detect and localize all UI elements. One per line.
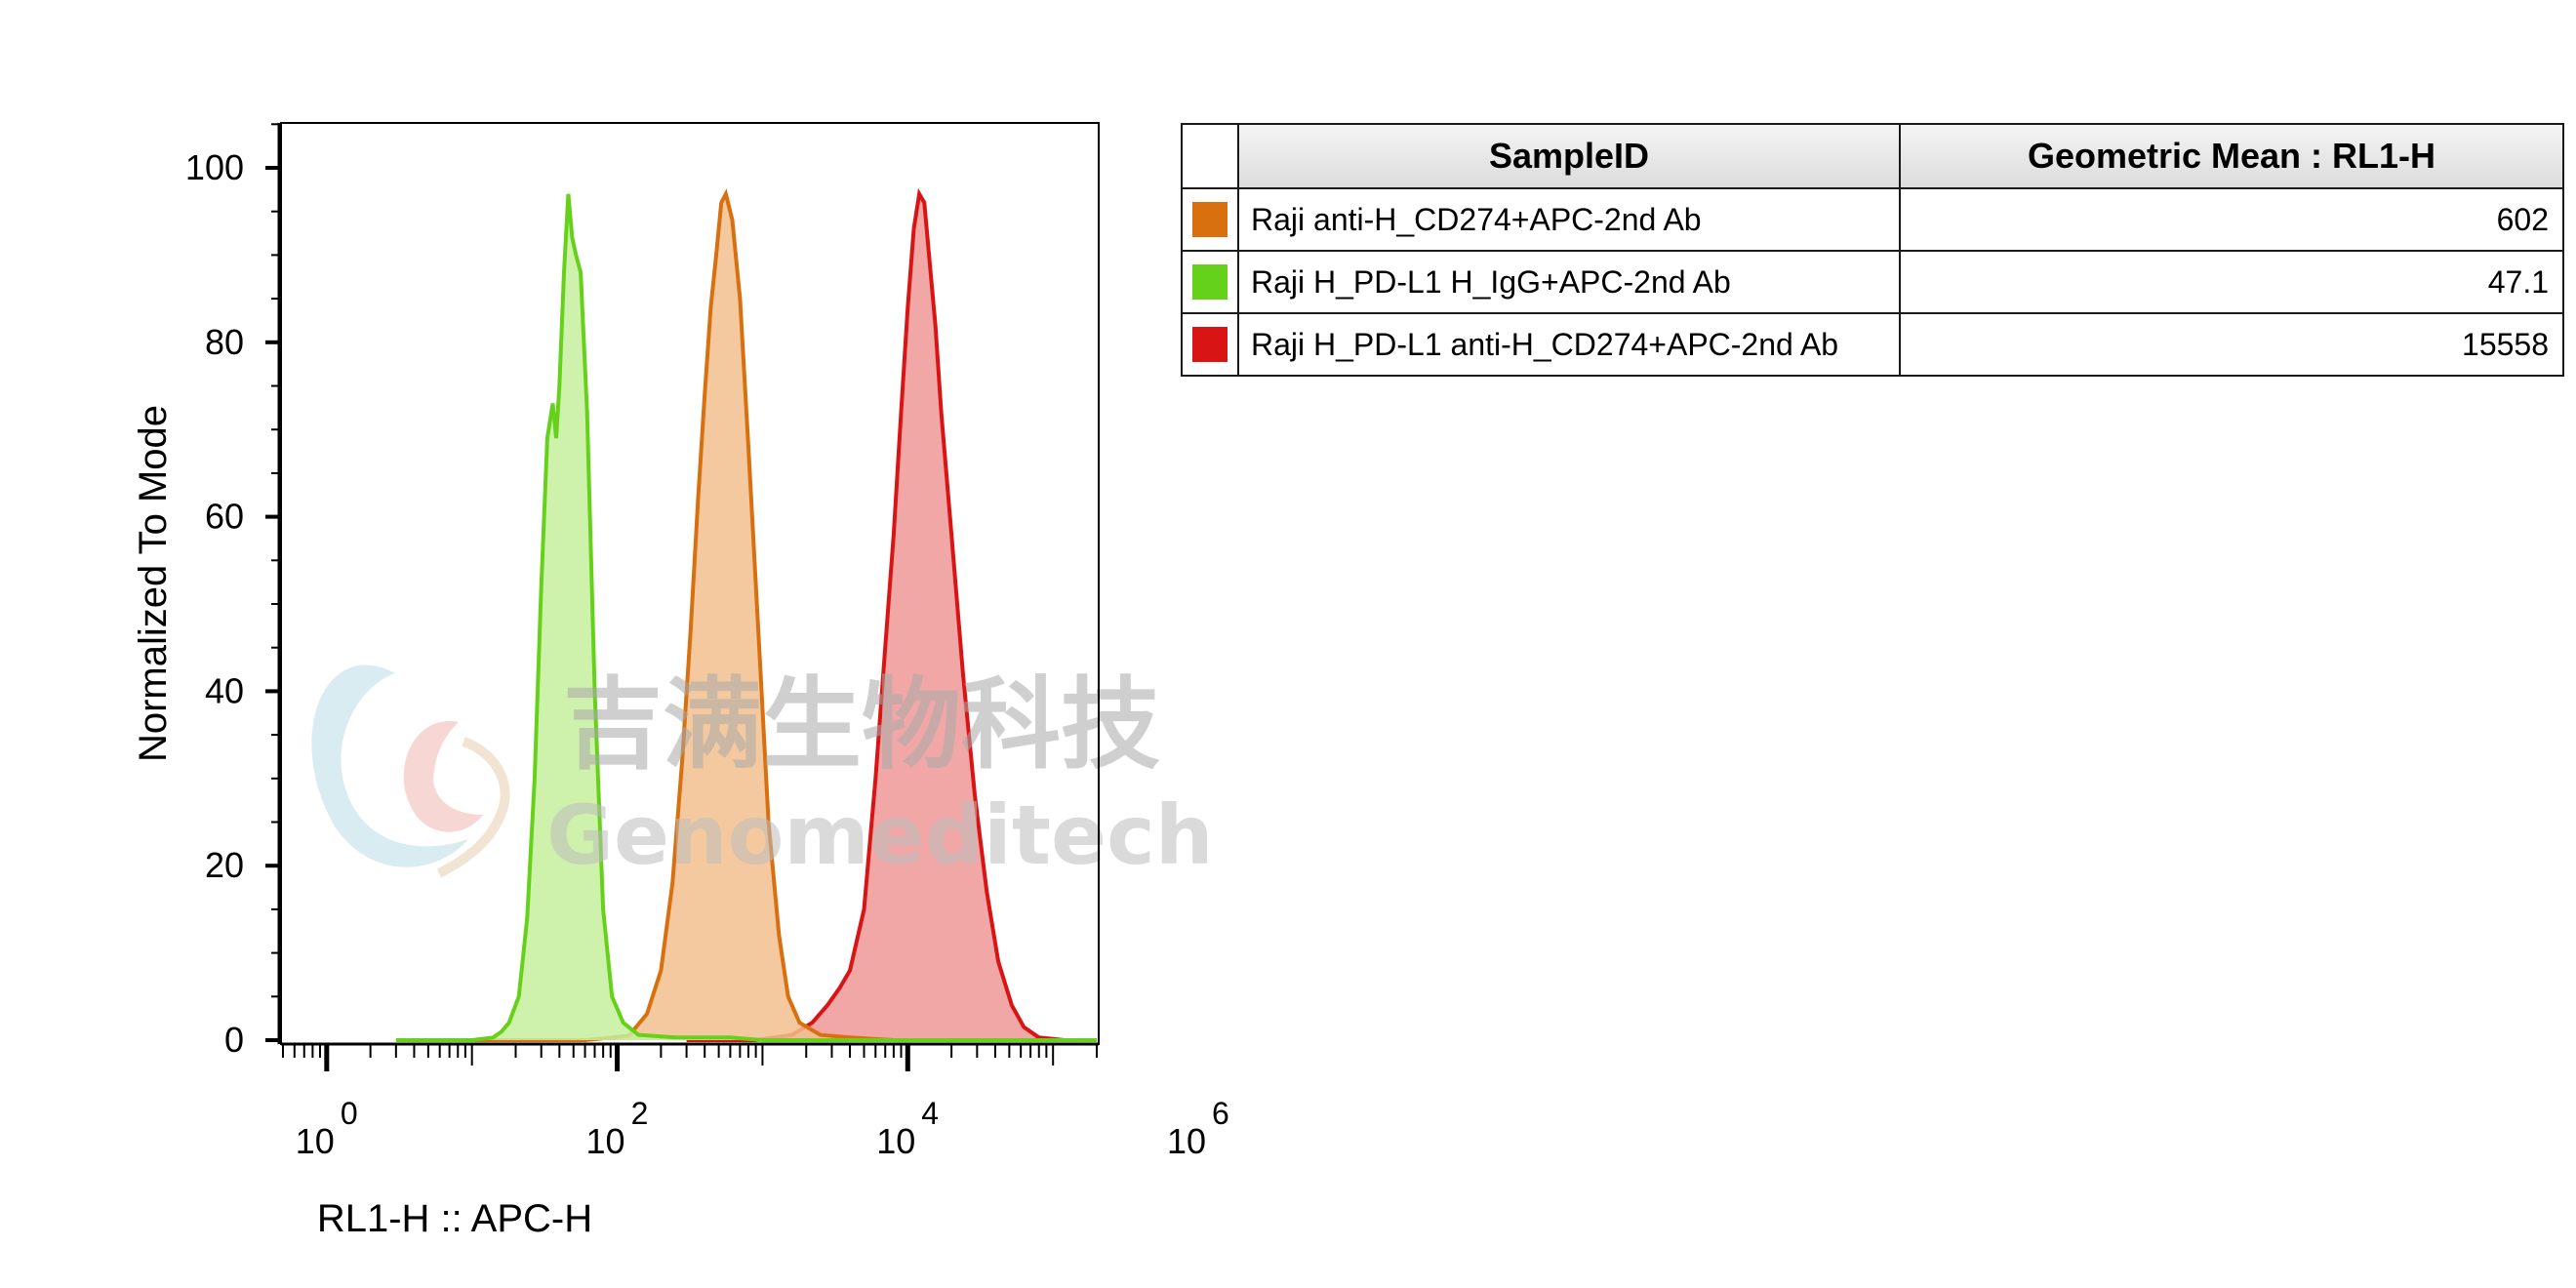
color-swatch <box>1192 327 1228 362</box>
swatch-cell <box>1181 312 1239 377</box>
watermark-cn: 吉满生物科技 <box>563 667 1160 784</box>
x-tick-label-exponent: 6 <box>1212 1096 1229 1131</box>
swatch-cell <box>1181 250 1239 314</box>
color-swatch <box>1192 264 1228 300</box>
y-axis: 0 20 40 60 80 100 <box>185 123 281 1060</box>
watermark: 吉满生物科技 Genomeditech <box>311 664 1214 883</box>
series-line <box>458 188 1097 1042</box>
geometric-mean-value: 15558 <box>1899 312 2564 377</box>
legend-row: Raji H_PD-L1 anti-H_CD274+APC-2nd Ab 155… <box>1181 312 2564 377</box>
x-tick-label-exponent: 2 <box>631 1096 649 1131</box>
sample-name: Raji H_PD-L1 anti-H_CD274+APC-2nd Ab <box>1237 312 1901 377</box>
y-axis-label: Normalized To Mode <box>132 405 175 762</box>
series-area <box>686 193 1097 1041</box>
y-tick-label: 80 <box>205 322 244 362</box>
geometric-mean-value: 47.1 <box>1899 250 2564 314</box>
series-line <box>395 193 1097 1042</box>
series-area <box>395 193 1097 1041</box>
y-tick-label: 40 <box>205 670 244 710</box>
x-tick-label-base: 10 <box>586 1121 625 1161</box>
x-tick-label-base: 10 <box>1167 1121 1206 1161</box>
y-tick-label: 20 <box>205 845 244 885</box>
series-layer <box>395 187 1097 1042</box>
legend-row: Raji anti-H_CD274+APC-2nd Ab 602 <box>1181 187 2564 252</box>
watermark-en: Genomeditech <box>546 787 1214 883</box>
series-line <box>686 187 1097 1042</box>
x-axis-label: RL1-H :: APC-H <box>317 1197 592 1240</box>
legend-header-row: SampleID Geometric Mean : RL1-H <box>1181 123 2564 189</box>
x-tick-label-exponent: 4 <box>921 1096 939 1131</box>
header-blank <box>1181 123 1239 189</box>
y-tick-label: 60 <box>205 497 244 537</box>
header-sampleid: SampleID <box>1237 123 1901 189</box>
swatch-cell <box>1181 187 1239 252</box>
watermark-logo <box>311 664 510 878</box>
legend-table: SampleID Geometric Mean : RL1-H Raji ant… <box>1181 123 2564 377</box>
legend-row: Raji H_PD-L1 H_IgG+APC-2nd Ab 47.1 <box>1181 250 2564 314</box>
x-tick-label-base: 10 <box>296 1121 335 1161</box>
sample-name: Raji anti-H_CD274+APC-2nd Ab <box>1237 187 1901 252</box>
color-swatch <box>1192 202 1228 237</box>
x-tick-label-exponent: 0 <box>341 1096 358 1131</box>
sample-name: Raji H_PD-L1 H_IgG+APC-2nd Ab <box>1237 250 1901 314</box>
geometric-mean-value: 602 <box>1899 187 2564 252</box>
x-tick-label-base: 10 <box>876 1121 915 1161</box>
y-tick-label: 100 <box>185 147 244 187</box>
header-geometric-mean: Geometric Mean : RL1-H <box>1899 123 2564 189</box>
y-tick-label: 0 <box>224 1020 244 1060</box>
